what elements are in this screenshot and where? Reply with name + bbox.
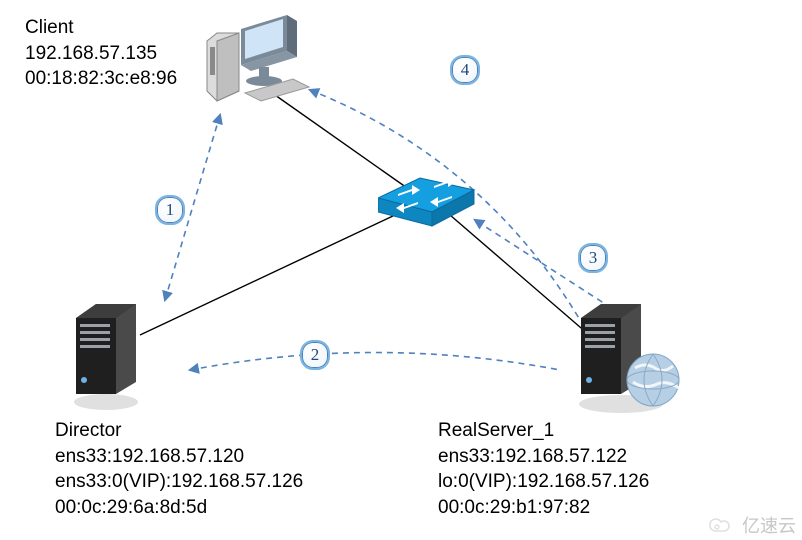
step-badge-1: 1 <box>155 195 185 225</box>
label-director: Director ens33:192.168.57.120 ens33:0(VI… <box>55 418 303 521</box>
step-badge-2: 2 <box>300 340 330 370</box>
watermark-text: 亿速云 <box>742 512 796 538</box>
node-client <box>205 15 315 115</box>
step-badge-3: 3 <box>578 243 608 273</box>
diagram-canvas: Client 192.168.57.135 00:18:82:3c:e8:96 … <box>0 0 802 540</box>
node-switch <box>378 170 478 235</box>
label-client: Client 192.168.57.135 00:18:82:3c:e8:96 <box>25 15 177 92</box>
dashed-arrow-2 <box>190 353 560 371</box>
step-badge-4: 4 <box>450 55 480 85</box>
node-director <box>70 298 160 418</box>
switch-icon <box>378 170 478 230</box>
server-globe-icon <box>575 298 695 418</box>
solid-link <box>140 215 395 335</box>
label-realserver: RealServer_1 ens33:192.168.57.122 lo:0(V… <box>438 418 649 521</box>
watermark: 亿速云 <box>708 512 796 538</box>
node-realserver <box>575 298 695 423</box>
server-icon <box>70 298 160 413</box>
workstation-icon <box>205 15 315 110</box>
